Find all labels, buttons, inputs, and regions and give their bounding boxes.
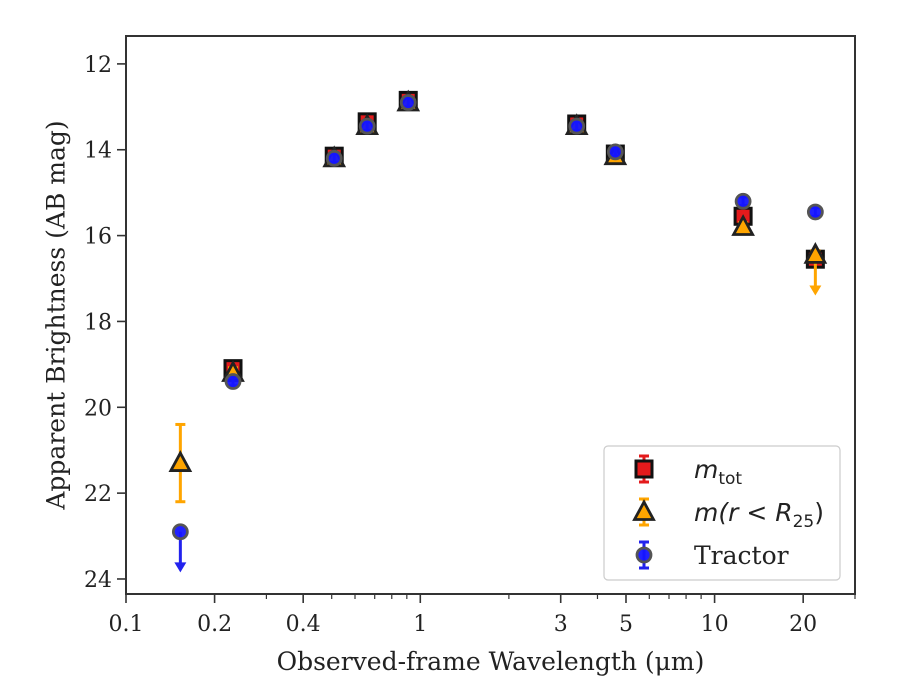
data-point: [734, 192, 752, 210]
x-tick-label: 20: [789, 612, 817, 637]
x-tick-label: 0.4: [286, 612, 321, 637]
data-point: [224, 373, 242, 390]
x-tick-label: 0.2: [197, 612, 232, 637]
axis-ticks: 0.1 0.2 0.4 1 3 5 10 20 12 14 16 18 20 22 24: [84, 53, 856, 637]
x-axis-label: Observed-frame Wavelength (μm): [277, 647, 705, 676]
x-tick-label: 1: [413, 612, 427, 637]
y-tick-label: 22: [84, 482, 112, 507]
data-point: [168, 450, 193, 472]
y-tick-label: 14: [84, 139, 112, 164]
data-point: [606, 143, 624, 161]
plot-frame: [125, 35, 856, 595]
x-tick-label: 0.1: [109, 612, 144, 637]
data-point: [399, 94, 417, 111]
legend-marker-square: [634, 459, 654, 479]
y-tick-label: 18: [84, 310, 112, 335]
data-point: [325, 149, 343, 167]
legend: mtot m(r < R25) Tractor: [603, 445, 841, 581]
y-tick-label: 20: [84, 396, 112, 421]
legend-label: m(r < R25): [694, 498, 824, 532]
x-tick-label: 5: [619, 612, 633, 637]
legend-marker-circle: [635, 546, 653, 564]
upper-limit-arrowhead: [174, 562, 187, 573]
y-tick-label: 12: [84, 53, 112, 78]
data-point: [731, 214, 755, 236]
x-tick-label: 10: [701, 612, 729, 637]
x-tick-label: 3: [554, 612, 568, 637]
y-axis-label: Apparent Brightness (AB mag): [42, 120, 71, 510]
series-circle: [171, 94, 824, 573]
data-marks: [168, 89, 828, 573]
data-point: [358, 117, 376, 135]
y-tick-label: 16: [84, 225, 112, 250]
data-point: [803, 241, 828, 264]
legend-marker-triangle: [632, 499, 656, 521]
y-tick-label: 24: [84, 568, 112, 593]
upper-limit-arrowhead: [809, 285, 822, 296]
data-point: [806, 203, 824, 221]
series-triangle: [168, 89, 828, 504]
data-point: [171, 523, 189, 541]
legend-frame: [603, 445, 841, 581]
legend-label: Tractor: [694, 541, 789, 570]
data-point: [568, 117, 586, 135]
legend-label: mtot: [694, 455, 742, 489]
